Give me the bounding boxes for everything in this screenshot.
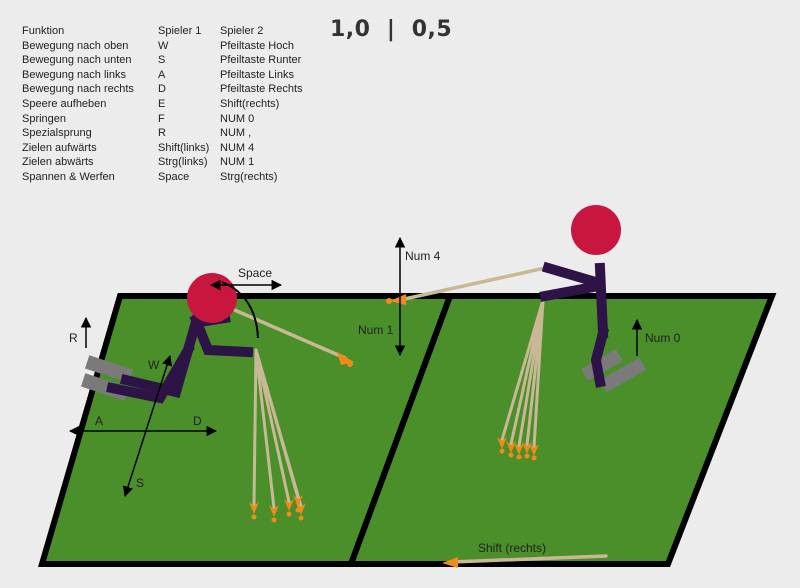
player-2 xyxy=(386,205,647,461)
num1-label: Num 1 xyxy=(358,323,394,337)
s-label: S xyxy=(136,476,144,490)
shift-hint-spear xyxy=(450,554,608,564)
player1-spear-tips xyxy=(249,495,306,523)
player2-key-cell: Shift(rechts) xyxy=(220,97,280,110)
controls-row: Spezialsprung R NUM , xyxy=(22,126,313,141)
controls-row: Zielen aufwärts Shift(links) NUM 4 xyxy=(22,141,313,156)
function-cell: Zielen abwärts xyxy=(22,156,94,169)
player1-key-cell: A xyxy=(158,68,166,81)
controls-table: Funktion Spieler 1 Spieler 2 Bewegung nach … xyxy=(22,24,313,185)
player1-held-spear xyxy=(228,306,347,360)
player2-key-cell: Pfeiltaste Links xyxy=(220,68,294,81)
player2-key-cell: NUM 0 xyxy=(220,112,255,125)
function-cell: Spezialsprung xyxy=(22,127,92,140)
score-display: 1,0 | 0,5 xyxy=(330,17,452,42)
player1-spears-ground xyxy=(252,348,303,510)
function-cell: Zielen aufwärts xyxy=(22,141,97,154)
shift-hint-spear-tip xyxy=(442,557,458,568)
controls-row: Spannen & Werfen Space Strg(rechts) xyxy=(22,170,313,185)
player2-key-cell: Spieler 2 xyxy=(220,25,264,37)
player2-shoe xyxy=(581,348,623,382)
score-player1: 1,0 xyxy=(330,17,371,42)
player1-spear-tip-dot xyxy=(347,361,353,367)
controls-header-row: Funktion Spieler 1 Spieler 2 xyxy=(22,24,313,39)
player2-spears-ground xyxy=(500,298,545,449)
player2-key-cell: NUM 4 xyxy=(220,141,255,154)
player1-shoe xyxy=(84,355,134,383)
controls-row: Bewegung nach rechts D Pfeiltaste Rechts xyxy=(22,82,313,97)
function-cell: Springen xyxy=(22,112,67,125)
controls-row: Bewegung nach links A Pfeiltaste Links xyxy=(22,68,313,83)
d-label: D xyxy=(193,414,202,428)
player2-held-spear xyxy=(398,266,547,302)
player2-shoe xyxy=(599,357,647,393)
player1-key-cell: R xyxy=(158,127,166,140)
function-cell: Bewegung nach oben xyxy=(22,39,129,52)
player1-key-cell: Space xyxy=(158,170,190,183)
player1-key-cell: E xyxy=(158,97,166,110)
player2-key-cell: Strg(rechts) xyxy=(220,170,278,183)
w-label: W xyxy=(148,358,160,372)
player1-key-cell: Strg(links) xyxy=(158,156,208,169)
function-cell: Funktion xyxy=(22,25,65,37)
player1-key-cell: Spieler 1 xyxy=(158,25,202,37)
function-cell: Bewegung nach links xyxy=(22,68,126,81)
num0-label: Num 0 xyxy=(645,331,681,345)
player2-spear-tip-dot xyxy=(386,298,392,304)
score-player2: 0,5 xyxy=(411,17,453,42)
controls-row: Bewegung nach oben W Pfeiltaste Hoch xyxy=(22,39,313,54)
controls-row: Springen F NUM 0 xyxy=(22,112,313,127)
function-cell: Bewegung nach unten xyxy=(22,54,132,67)
control-arrows xyxy=(68,236,643,497)
player1-head xyxy=(187,273,237,323)
controls-row: Zielen abwärts Strg(links) NUM 1 xyxy=(22,155,313,170)
player2-body xyxy=(539,261,610,388)
a-label: A xyxy=(95,414,103,428)
num4-label: Num 4 xyxy=(405,249,441,263)
player1-key-cell: F xyxy=(158,112,165,125)
right-court xyxy=(346,293,777,567)
player2-key-cell: NUM , xyxy=(220,127,252,140)
player1-key-cell: D xyxy=(158,83,166,96)
space-label: Space xyxy=(238,266,272,280)
player1-key-cell: Shift(links) xyxy=(158,141,210,154)
player1-key-cell: W xyxy=(158,39,169,52)
function-cell: Bewegung nach rechts xyxy=(22,83,134,96)
player2-key-cell: Pfeiltaste Runter xyxy=(220,54,302,67)
player2-head xyxy=(571,205,621,255)
controls-row: Bewegung nach unten S Pfeiltaste Runter xyxy=(22,53,313,68)
function-cell: Spannen & Werfen xyxy=(22,170,115,183)
player2-spear-tips xyxy=(497,437,539,461)
r-label: R xyxy=(69,331,78,345)
player2-key-cell: Pfeiltaste Hoch xyxy=(220,39,294,52)
player1-key-cell: S xyxy=(158,54,166,67)
shift-right-label: Shift (rechts) xyxy=(478,541,546,555)
player2-key-cell: Pfeiltaste Rechts xyxy=(220,83,303,96)
function-cell: Speere aufheben xyxy=(22,97,107,110)
controls-row: Speere aufheben E Shift(rechts) xyxy=(22,97,313,112)
player2-key-cell: NUM 1 xyxy=(220,156,255,169)
score-separator: | xyxy=(386,17,396,42)
